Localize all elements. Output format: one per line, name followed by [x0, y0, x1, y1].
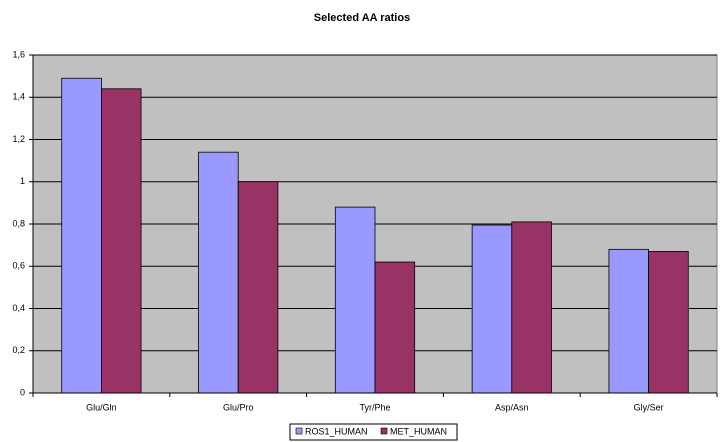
bar: [61, 77, 102, 394]
bar: [198, 151, 239, 394]
bar: [648, 251, 689, 394]
x-tick-label: Glu/Pro: [223, 402, 254, 412]
legend-swatch: [295, 427, 303, 435]
x-tick-label: Asp/Asn: [495, 402, 529, 412]
chart-title: Selected AA ratios: [314, 12, 410, 24]
bar: [471, 224, 513, 394]
y-tick-label: 0,6: [12, 261, 25, 271]
y-tick-label: 0,2: [12, 345, 25, 355]
y-tick-label: 1: [20, 176, 25, 186]
y-tick-label: 0,8: [12, 218, 25, 228]
bar: [374, 261, 416, 394]
bar: [334, 206, 376, 394]
x-tick-label: Glu/Gln: [86, 402, 117, 412]
legend-label: MET_HUMAN: [390, 426, 447, 436]
bar: [511, 221, 552, 394]
y-tick-label: 0: [20, 387, 25, 397]
y-tick-label: 0,4: [12, 303, 25, 313]
y-tick-label: 1,6: [12, 49, 25, 59]
x-tick-label: Tyr/Phe: [359, 402, 390, 412]
bar: [608, 248, 649, 394]
bar: [237, 181, 279, 394]
legend-box: [289, 423, 458, 441]
bar: [101, 88, 142, 394]
y-tick-label: 1,2: [12, 134, 25, 144]
x-tick-label: Gly/Ser: [634, 402, 664, 412]
legend-swatch: [380, 427, 388, 435]
y-tick-label: 1,4: [12, 92, 25, 102]
legend-label: ROS1_HUMAN: [305, 426, 368, 436]
